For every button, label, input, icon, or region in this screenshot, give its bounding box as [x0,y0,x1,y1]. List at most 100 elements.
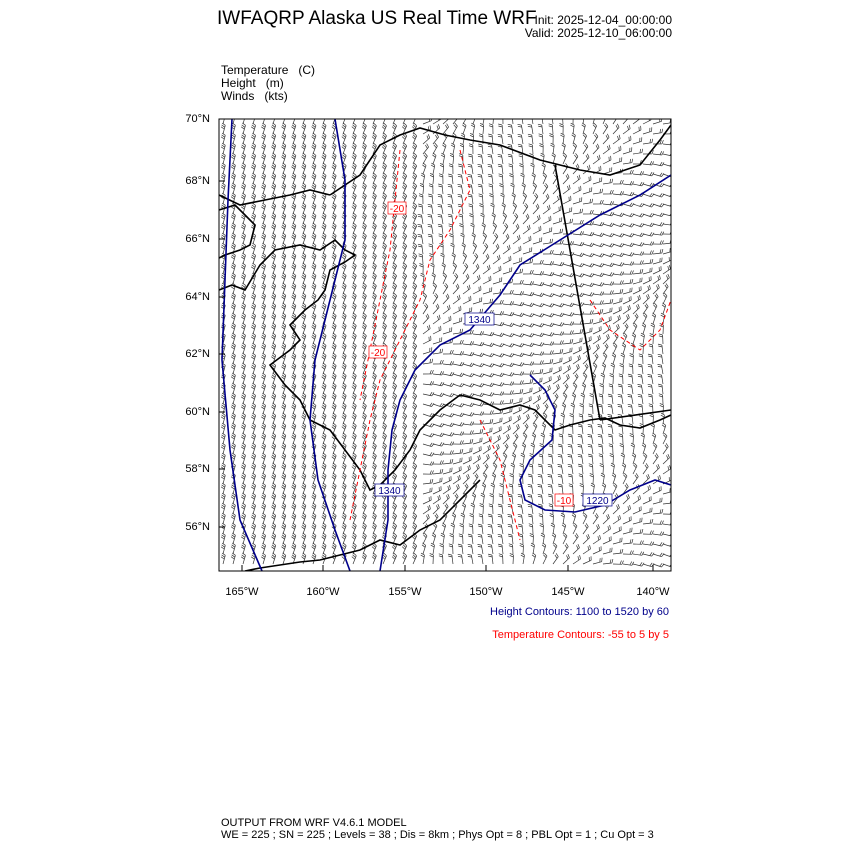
wind-barb [592,253,605,258]
wind-barb [412,272,418,285]
wind-barb [291,522,297,535]
wind-barb [240,302,246,315]
wind-barb [432,293,439,305]
wind-barb [432,432,445,437]
wind-barb [532,281,545,287]
wind-barb [371,312,377,325]
wind-barb [391,502,397,515]
wind-barb [497,524,504,535]
wind-barb [478,143,484,155]
wind-barb [220,192,226,205]
wind-barb [281,342,287,355]
wind-barb [291,172,297,185]
wind-barb [361,172,367,185]
wind-barb [542,193,550,205]
wind-barb [381,212,387,225]
wind-barb [632,232,645,237]
wind-barb [341,272,347,285]
wind-barb [602,343,609,355]
lon-label: 160°W [306,586,340,598]
wind-barb [452,402,465,408]
wind-barb [632,213,645,218]
wind-barb [562,339,574,345]
wind-barb [562,195,572,205]
wind-barb [281,452,287,465]
wind-barb [512,301,525,307]
wind-barb [261,492,266,505]
wind-barb [422,452,435,457]
wind-barb [502,407,513,415]
wind-barb [622,296,632,305]
wind-barb [351,182,357,195]
wind-barb [522,370,534,375]
wind-barb [250,482,256,495]
wind-barb [311,332,317,345]
wind-barb [361,322,367,335]
wind-barb [419,263,424,275]
wind-barb [250,512,256,525]
wind-barb [281,372,287,385]
wind-barb [642,127,653,135]
wind-barb [401,272,408,285]
wind-barb [448,163,454,175]
wind-barb [647,363,654,375]
wind-barb [470,222,475,235]
wind-barb [271,402,277,415]
wind-barb [381,232,387,245]
wind-barb [422,461,435,466]
wind-barb [572,346,582,355]
wind-barb [240,382,246,395]
wind-barb [301,362,307,375]
wind-barb [512,257,523,265]
wind-barb [321,132,327,145]
wind-barb [602,222,615,227]
wind-barb [551,119,554,125]
wind-barb [250,262,256,275]
wind-barb [452,412,465,417]
wind-barb [412,462,418,475]
wind-barb [472,362,485,368]
wind-barb [460,232,465,245]
wind-barb [351,292,357,305]
wind-barb [422,143,429,155]
wind-barb [230,282,236,295]
wind-barb [622,287,633,295]
wind-barb [602,167,613,175]
wind-barb [261,472,266,485]
wind-barb [582,252,595,258]
wind-barb [381,122,387,135]
lon-label: 140°W [636,586,670,598]
wind-barb [502,223,509,235]
wind-barb [622,181,635,186]
wind-barb [220,552,226,565]
wind-barb [331,402,337,415]
wind-barb [341,532,347,545]
wind-barb [321,142,327,155]
wind-barb [572,185,582,195]
wind-barb [467,543,474,555]
wind-barb [261,182,266,195]
wind-barb [618,433,624,445]
wind-barb [250,352,256,365]
wind-barb [341,402,347,415]
wind-barb [401,392,408,405]
wind-barb [230,552,236,565]
wind-barb [361,242,367,255]
wind-barb [250,242,256,255]
wind-barb [321,362,327,375]
wind-barb [512,202,517,215]
wind-barb [331,472,337,485]
wind-barb [490,482,495,495]
wind-barb [341,452,347,465]
wind-barb [530,542,535,555]
wind-barb [651,312,657,325]
wind-barb [401,182,408,195]
wind-barb [462,372,475,378]
wind-barb [311,502,317,515]
field-name: Temperature [221,63,289,77]
wind-barb [522,342,535,347]
wind-barb [502,233,510,245]
wind-barb [632,562,645,567]
wind-barb [271,322,277,335]
wind-barb [552,383,560,395]
